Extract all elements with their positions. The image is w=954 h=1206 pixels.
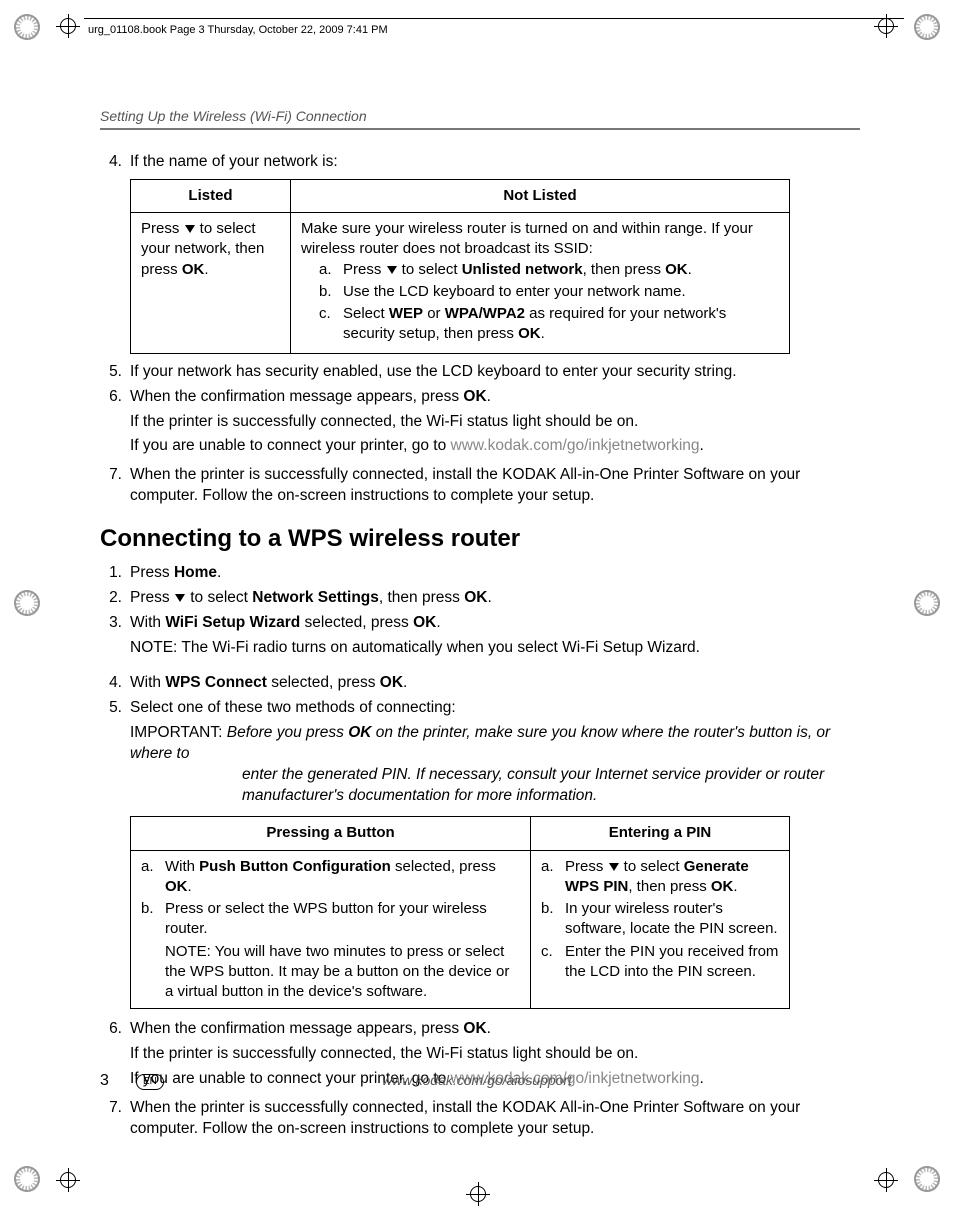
crop-mark-tl bbox=[14, 14, 40, 40]
crop-mark-br bbox=[914, 1166, 940, 1192]
step-4: 4. If the name of your network is: bbox=[100, 152, 860, 173]
step-body: If the name of your network is: bbox=[130, 152, 860, 173]
step-5: 5. If your network has security enabled,… bbox=[100, 362, 860, 383]
wps-step-5: 5. Select one of these two methods of co… bbox=[100, 698, 860, 807]
wps-step-3: 3. With WiFi Setup Wizard selected, pres… bbox=[100, 613, 860, 663]
section-title: Setting Up the Wireless (Wi-Fi) Connecti… bbox=[100, 108, 860, 130]
crop-mark-mr bbox=[914, 590, 940, 616]
col-notlisted-cell: Make sure your wireless router is turned… bbox=[291, 213, 790, 354]
reg-cross-bc bbox=[466, 1182, 490, 1206]
wps-heading: Connecting to a WPS wireless router bbox=[100, 525, 860, 553]
down-arrow-icon bbox=[387, 266, 397, 274]
wps-step-2: 2. Press to select Network Settings, the… bbox=[100, 588, 860, 609]
col-button-header: Pressing a Button bbox=[131, 817, 531, 850]
crop-mark-ml bbox=[14, 590, 40, 616]
reg-cross-tl bbox=[56, 14, 80, 38]
footer-url: www.kodak.com/go/aiosupport bbox=[100, 1072, 854, 1088]
col-button-cell: a.With Push Button Configuration selecte… bbox=[131, 850, 531, 1009]
crop-mark-bl bbox=[14, 1166, 40, 1192]
reg-cross-bl bbox=[56, 1168, 80, 1192]
col-pin-cell: a.Press to select Generate WPS PIN, then… bbox=[531, 850, 790, 1009]
step-7: 7. When the printer is successfully conn… bbox=[100, 465, 860, 507]
wps-step-7: 7. When the printer is successfully conn… bbox=[100, 1098, 860, 1140]
col-pin-header: Entering a PIN bbox=[531, 817, 790, 850]
down-arrow-icon bbox=[609, 863, 619, 871]
wps-methods-table: Pressing a Button Entering a PIN a.With … bbox=[130, 816, 790, 1009]
down-arrow-icon bbox=[185, 225, 195, 233]
down-arrow-icon bbox=[175, 594, 185, 602]
col-listed-header: Listed bbox=[131, 179, 291, 212]
step-num: 4. bbox=[100, 152, 130, 173]
reg-cross-br bbox=[874, 1168, 898, 1192]
col-listed-cell: Press to select your network, then press… bbox=[131, 213, 291, 354]
crop-mark-tr bbox=[914, 14, 940, 40]
page-meta-text: urg_01108.book Page 3 Thursday, October … bbox=[88, 24, 388, 36]
networking-link[interactable]: www.kodak.com/go/inkjetnetworking bbox=[451, 437, 700, 454]
hairline-top bbox=[84, 18, 904, 19]
wps-step-4: 4. With WPS Connect selected, press OK. bbox=[100, 673, 860, 694]
network-name-table: Listed Not Listed Press to select your n… bbox=[130, 179, 790, 354]
step-6: 6. When the confirmation message appears… bbox=[100, 387, 860, 462]
page-content: Setting Up the Wireless (Wi-Fi) Connecti… bbox=[100, 108, 860, 1144]
wps-step-1: 1. Press Home. bbox=[100, 563, 860, 584]
col-notlisted-header: Not Listed bbox=[291, 179, 790, 212]
